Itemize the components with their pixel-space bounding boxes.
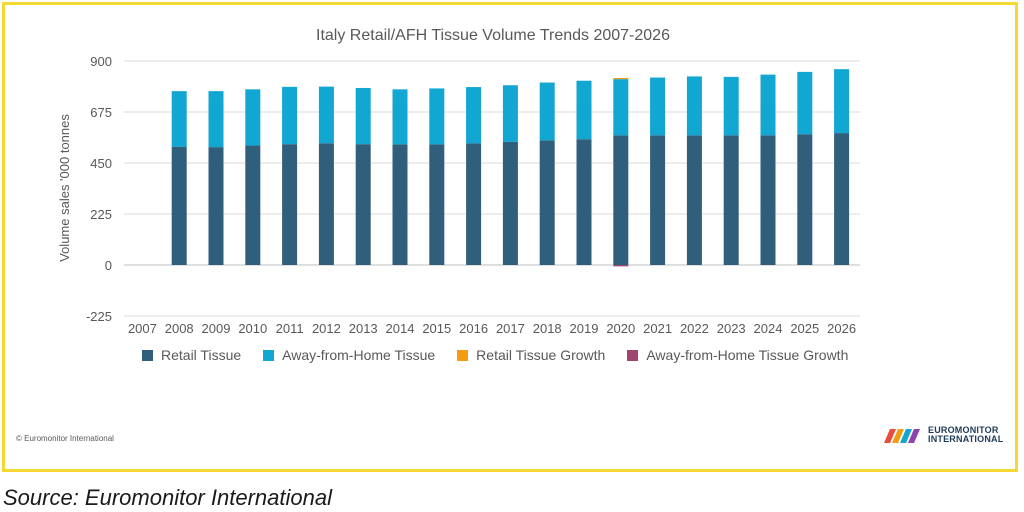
bar-retail-tissue-2017 (502, 141, 518, 265)
bar-retail-tissue-2010 (245, 145, 261, 265)
chart-title: Italy Retail/AFH Tissue Volume Trends 20… (316, 27, 670, 44)
y-tick-label: -225 (86, 309, 112, 324)
y-tick-label: 675 (90, 105, 112, 120)
x-tick-label: 2014 (386, 321, 415, 336)
x-tick-label: 2016 (459, 321, 488, 336)
x-tick-label: 2026 (827, 321, 856, 336)
bar-retail-tissue-2022 (686, 135, 702, 265)
legend-swatch (142, 349, 153, 361)
bar-retail-tissue-2026 (834, 133, 850, 265)
x-tick-label: 2017 (496, 321, 525, 336)
bar-retail-tissue-2025 (797, 134, 813, 265)
x-tick-label: 2007 (128, 321, 157, 336)
bar-away-from-home-tissue-2024 (760, 74, 776, 136)
legend-swatch (627, 349, 639, 361)
bar-away-from-home-tissue-2008 (171, 91, 187, 147)
bar-away-from-home-tissue-2010 (245, 89, 261, 146)
bar-away-from-home-tissue-2025 (797, 71, 813, 135)
legend-label: Away-from-Home Tissue (282, 347, 436, 363)
bar-retail-tissue-2020 (613, 135, 629, 265)
bar-retail-tissue-2009 (208, 147, 224, 265)
x-tick-label: 2009 (202, 321, 231, 336)
logo-line1: EUROMONITOR (928, 425, 999, 435)
x-tick-label: 2022 (680, 321, 709, 336)
logo-icon (884, 429, 920, 443)
logo-line2: INTERNATIONAL (928, 434, 1004, 444)
bar-away-from-home-tissue-2026 (834, 69, 850, 134)
legend-item-retail-growth: Retail Tissue Growth (457, 347, 605, 363)
bar-retail-tissue-2021 (650, 135, 666, 265)
source-caption: Source: Euromonitor International (3, 485, 332, 510)
bar-away-from-home-tissue-2014 (392, 89, 408, 145)
legend-item-afh-tissue: Away-from-Home Tissue (263, 347, 435, 363)
x-tick-label: 2011 (276, 321, 304, 336)
legend-label: Retail Tissue (161, 347, 242, 363)
euromonitor-logo: EUROMONITOR INTERNATIONAL (884, 426, 1003, 444)
bar-away-from-home-tissue-2023 (723, 76, 739, 136)
legend-item-retail-tissue: Retail Tissue (142, 347, 241, 363)
legend-label: Retail Tissue Growth (476, 347, 606, 363)
bar-away-from-home-tissue-2021 (650, 77, 666, 136)
logo-text: EUROMONITOR INTERNATIONAL (928, 426, 1003, 444)
x-tick-label: 2021 (643, 321, 672, 336)
x-tick-label: 2010 (238, 321, 267, 336)
x-tick-label: 2024 (754, 321, 783, 336)
legend: Retail Tissue Away-from-Home Tissue Reta… (142, 347, 848, 363)
bar-away-from-home-tissue-2011 (282, 86, 298, 145)
tick-labels: -225 0 225 450 675 900 2007 2008 2009 2010 2011 201… (86, 54, 856, 336)
x-tick-label: 2015 (422, 321, 451, 336)
bar-away-from-home-tissue-2015 (429, 88, 445, 145)
legend-swatch (457, 349, 469, 361)
y-axis-label: Volume sales '000 tonnes (57, 114, 72, 262)
bar-retail-tissue-2014 (392, 144, 408, 265)
x-tick-label: 2012 (312, 321, 341, 336)
legend-swatch (263, 349, 275, 361)
bar-away-from-home-tissue-2016 (466, 87, 482, 144)
gridlines (124, 60, 860, 317)
bar-away-from-home-tissue-2013 (355, 87, 371, 145)
bar-retail-tissue-2024 (760, 135, 776, 265)
x-tick-label: 2019 (570, 321, 599, 336)
bar-retail-tissue-2008 (171, 146, 187, 265)
bar-away-from-home-tissue-2020 (613, 79, 629, 136)
bar-retail-tissue-2011 (282, 144, 298, 265)
y-tick-label: 0 (105, 258, 112, 273)
bar-retail-tissue-2012 (318, 143, 334, 265)
bar-away-from-home-tissue-2017 (502, 85, 518, 142)
bar-retail-tissue-2019 (576, 139, 592, 265)
legend-item-afh-growth: Away-from-Home Tissue Growth (627, 347, 848, 363)
bar-away-from-home-tissue-2018 (539, 82, 555, 141)
bar-away-from-home-tissue-2019 (576, 80, 592, 140)
x-tick-label: 2020 (606, 321, 635, 336)
y-tick-label: 225 (90, 207, 112, 222)
legend-label: Away-from-Home Tissue Growth (646, 347, 849, 363)
x-tick-label: 2025 (790, 321, 819, 336)
bar-retail-tissue-2023 (723, 135, 739, 265)
bar-away-from-home-tissue-2012 (318, 86, 334, 144)
x-tick-label: 2023 (717, 321, 746, 336)
bar-retail-tissue-2018 (539, 140, 555, 265)
x-tick-label: 2013 (349, 321, 378, 336)
x-tick-label: 2008 (165, 321, 194, 336)
bars (171, 69, 850, 267)
x-tick-label: 2018 (533, 321, 562, 336)
y-tick-label: 450 (90, 156, 112, 171)
bar-away-from-home-tissue-2009 (208, 91, 224, 148)
bar-away-from-home-tissue-growth-2020 (613, 265, 629, 267)
bar-retail-tissue-growth-2020 (613, 78, 629, 80)
copyright-text: © Euromonitor International (16, 434, 114, 443)
bar-retail-tissue-2016 (466, 143, 482, 265)
bar-retail-tissue-2013 (355, 144, 371, 265)
bar-retail-tissue-2015 (429, 144, 445, 265)
y-tick-label: 900 (90, 54, 112, 69)
bar-away-from-home-tissue-2022 (686, 76, 702, 136)
